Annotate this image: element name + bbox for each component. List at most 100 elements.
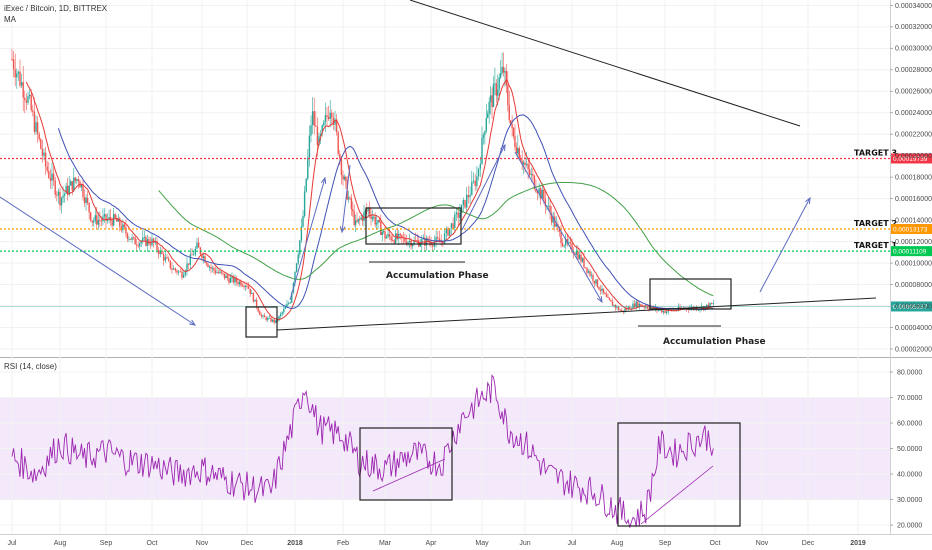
candle-body	[303, 191, 306, 217]
accumulation-phase-label-2: Accumulation Phase	[663, 337, 766, 347]
candle-body	[445, 228, 447, 234]
candle-body	[94, 215, 96, 221]
candle-body	[35, 122, 37, 132]
candle-body	[157, 249, 160, 255]
moving-average-line	[57, 114, 714, 310]
candle-body	[86, 197, 89, 203]
time-tick-label: Sep	[659, 540, 672, 547]
candle-body	[204, 256, 206, 263]
target-price-badge-text: 0.00013173	[893, 226, 928, 233]
candle-body	[476, 176, 478, 187]
candle-body	[189, 254, 192, 265]
candle-body	[340, 158, 343, 176]
candle-body	[515, 147, 518, 154]
candle-body	[56, 194, 58, 196]
candle-body	[454, 214, 456, 229]
candle-body	[577, 251, 579, 260]
candle-body	[438, 238, 441, 242]
candle-body	[435, 237, 437, 242]
candle-body	[401, 234, 403, 238]
price-tick-label: 0.00012000	[895, 239, 932, 246]
candle-body	[455, 212, 458, 215]
candle-body	[509, 120, 512, 124]
price-tick-label: 0.00022000	[895, 132, 932, 139]
price-axis: 0.00034000 0.00032000 0.00030000 0.00028000…	[890, 3, 932, 353]
accumulation-box-1	[365, 207, 462, 245]
candle-body	[568, 242, 570, 243]
candle-body	[246, 285, 248, 287]
candle-body	[613, 304, 615, 306]
candle-body	[554, 216, 556, 227]
candle-body	[498, 77, 500, 90]
candle-body	[646, 307, 649, 309]
candle-body	[505, 71, 508, 86]
time-tick-label: Dec	[241, 540, 254, 547]
candle-body	[596, 279, 599, 288]
up-arrow-2-head	[500, 143, 506, 152]
candle-body	[268, 317, 271, 319]
candle-body	[308, 135, 311, 158]
candle-body	[374, 216, 376, 225]
candle-body	[44, 152, 47, 167]
candle-body	[485, 118, 487, 132]
candle-body	[232, 276, 235, 283]
candle-body	[449, 228, 451, 236]
accumulation-box-2	[649, 278, 732, 310]
candle-body	[295, 263, 298, 272]
candle-body	[342, 175, 344, 180]
candle-body	[359, 218, 361, 220]
candle-body	[32, 110, 34, 112]
time-tick-label: Aug	[54, 540, 67, 547]
candle-body	[474, 180, 476, 187]
candle-body	[329, 112, 331, 120]
candle-body	[393, 240, 395, 244]
candle-body	[607, 296, 609, 299]
candle-body	[241, 285, 244, 287]
candle-body	[297, 254, 299, 264]
time-tick-label: Feb	[337, 540, 349, 547]
candle-body	[712, 303, 715, 305]
rsi-box-1	[359, 427, 453, 501]
time-tick-label: May	[475, 540, 489, 547]
candle-body	[555, 224, 558, 227]
candle-body	[565, 239, 567, 246]
candle-body	[637, 301, 639, 307]
candle-body	[148, 239, 150, 244]
candle-body	[442, 241, 444, 244]
candle-body	[491, 95, 493, 108]
candle-body	[140, 241, 142, 244]
candle-body	[477, 168, 480, 177]
down-arrow-3-head	[596, 295, 603, 304]
candle-body	[68, 185, 70, 195]
candle-body	[229, 278, 232, 283]
candle-body	[311, 111, 314, 126]
candle-body	[275, 320, 277, 323]
candle-body	[235, 278, 238, 283]
candle-body	[192, 254, 195, 256]
candle-body	[387, 233, 389, 237]
candle-body	[347, 197, 350, 200]
candle-body	[608, 298, 611, 300]
candle-body	[525, 163, 528, 165]
candle-body	[352, 209, 354, 212]
time-tick-label: Mar	[379, 540, 392, 547]
candle-body	[428, 242, 431, 243]
candle-body	[260, 315, 263, 317]
candle-body	[354, 220, 357, 225]
time-tick-label: 2018	[287, 540, 303, 547]
price-tick-label: 0.00004000	[895, 325, 932, 332]
candle-body	[22, 82, 24, 98]
candle-body	[220, 271, 223, 273]
candle-body	[71, 181, 73, 191]
candle-body	[437, 237, 439, 239]
candle-body	[345, 176, 347, 181]
candle-body	[223, 273, 226, 279]
candle-body	[33, 111, 36, 132]
candle-body	[117, 218, 119, 222]
candle-body	[533, 175, 536, 189]
candle-body	[385, 236, 388, 239]
candle-body	[499, 73, 502, 78]
candle-body	[595, 279, 597, 284]
candle-body	[368, 208, 371, 215]
